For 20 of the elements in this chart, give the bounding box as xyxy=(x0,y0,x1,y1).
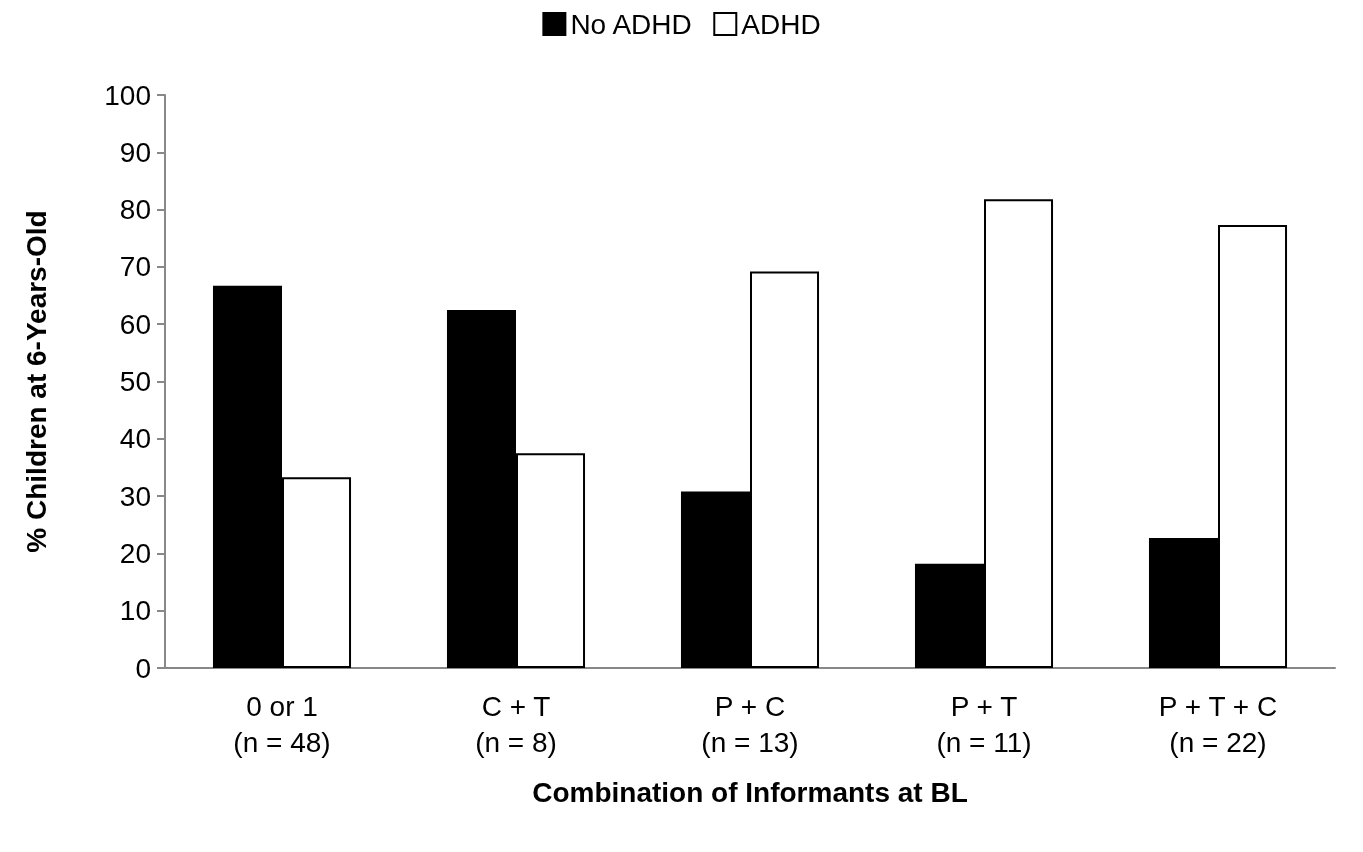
y-tick-label: 0 xyxy=(135,652,151,684)
x-axis-title: Combination of Informants at BL xyxy=(532,776,968,808)
y-tick-label: 60 xyxy=(119,308,151,340)
y-tick-label: 40 xyxy=(119,423,151,455)
y-tick-label: 80 xyxy=(119,194,151,226)
y-tick-label: 70 xyxy=(119,251,151,283)
x-tick-label: P + T (n = 11) xyxy=(936,690,1032,758)
x-tick-label: C + T (n = 8) xyxy=(475,690,557,758)
y-tick-label: 90 xyxy=(119,136,151,168)
x-tick-label: 0 or 1 (n = 48) xyxy=(233,690,331,758)
y-tick-label: 100 xyxy=(104,79,151,111)
x-tick-label: P + T + C (n = 22) xyxy=(1158,690,1278,758)
legend-label: No ADHD xyxy=(570,8,692,40)
x-tick-label: P + C (n = 13) xyxy=(701,690,799,758)
y-tick-label: 50 xyxy=(119,366,151,397)
y-tick-label: 10 xyxy=(119,595,151,627)
y-tick-label: 20 xyxy=(119,537,151,569)
y-axis-title: % Children at 6-Years-Old xyxy=(20,210,52,553)
legend-label: ADHD xyxy=(741,8,821,40)
y-tick-label: 30 xyxy=(119,480,151,512)
